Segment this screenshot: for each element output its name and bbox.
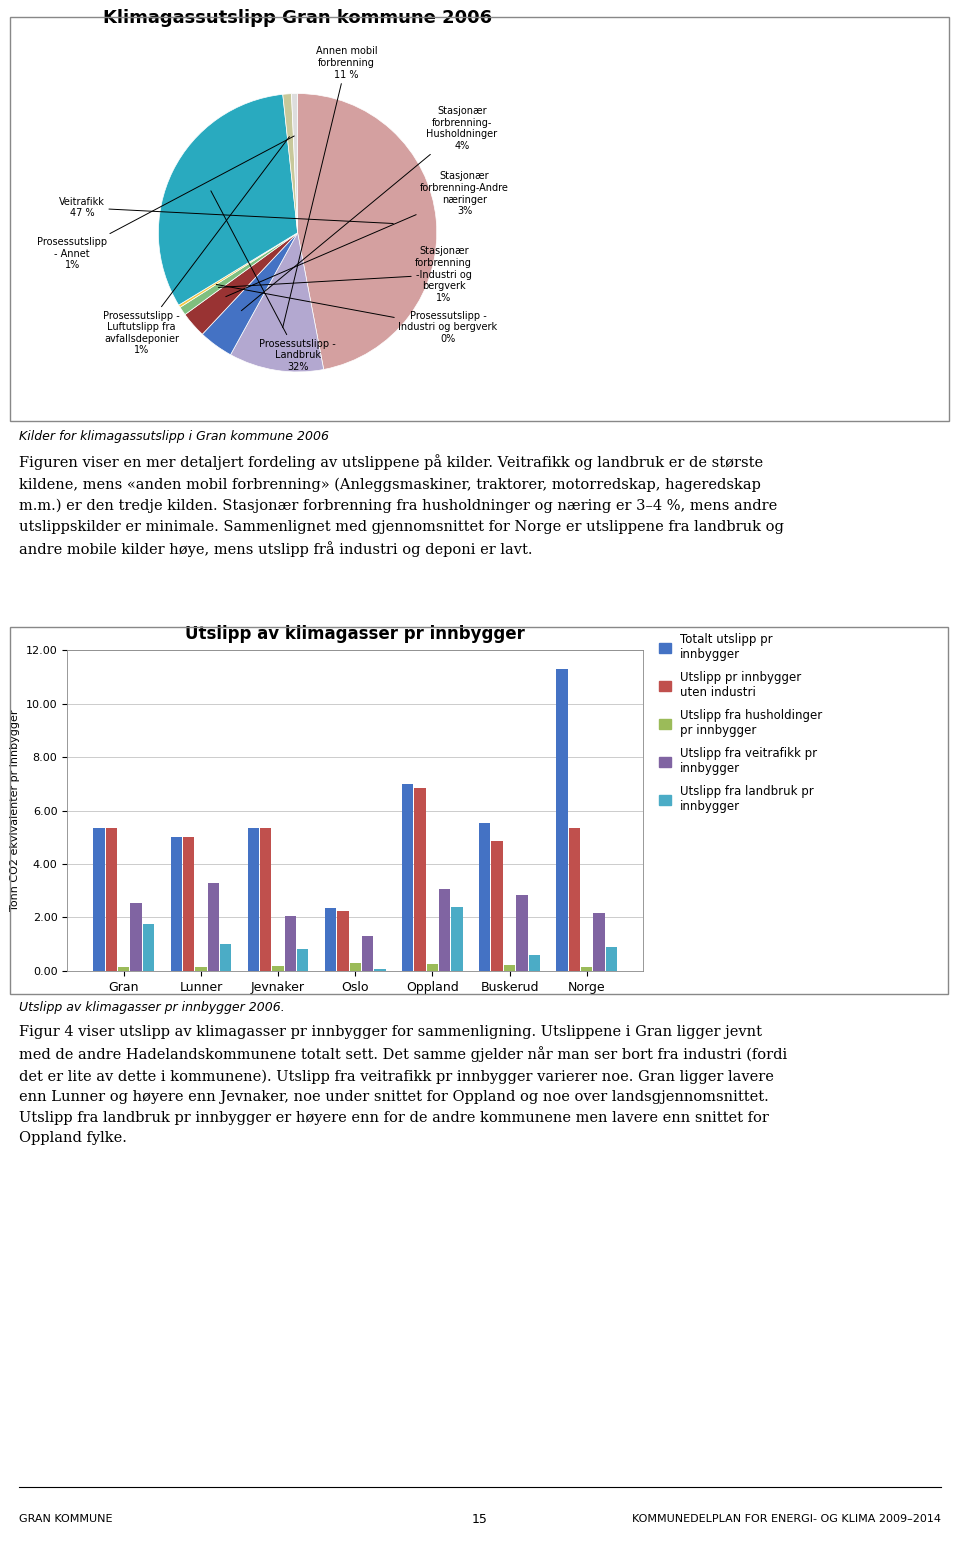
Bar [529, 955, 540, 971]
Bar [106, 828, 117, 971]
Bar [195, 966, 206, 971]
Wedge shape [298, 94, 437, 370]
Bar [324, 908, 336, 971]
Bar [415, 787, 425, 971]
Bar [93, 828, 105, 971]
Bar [606, 946, 617, 971]
Text: Figuren viser en mer detaljert fordeling av utslippene på kilder. Veitrafikk og : Figuren viser en mer detaljert fordeling… [19, 455, 784, 558]
Bar [568, 828, 580, 971]
Bar [362, 935, 373, 971]
Bar [492, 841, 503, 971]
Text: 15: 15 [472, 1513, 488, 1526]
Wedge shape [292, 94, 298, 233]
Bar [297, 949, 308, 971]
Text: Stasjonær
forbrenning-
Husholdninger
4%: Stasjonær forbrenning- Husholdninger 4% [241, 106, 497, 311]
Bar [439, 889, 450, 971]
Wedge shape [230, 233, 324, 371]
Text: Annen mobil
forbrenning
11 %: Annen mobil forbrenning 11 % [282, 46, 377, 328]
Text: Prosessutslipp -
Landbruk
32%: Prosessutslipp - Landbruk 32% [211, 191, 336, 371]
Text: Veitrafikk
47 %: Veitrafikk 47 % [59, 197, 394, 223]
Bar [171, 837, 181, 971]
Text: Stasjonær
forbrenning-Andre
næringer
3%: Stasjonær forbrenning-Andre næringer 3% [226, 171, 509, 296]
Wedge shape [203, 233, 298, 354]
Text: KOMMUNEDELPLAN FOR ENERGI- OG KLIMA 2009–2014: KOMMUNEDELPLAN FOR ENERGI- OG KLIMA 2009… [632, 1515, 941, 1524]
Title: Klimagassutslipp Gran kommune 2006: Klimagassutslipp Gran kommune 2006 [103, 9, 492, 26]
Bar [273, 966, 284, 971]
Bar [581, 966, 592, 971]
Bar [118, 966, 130, 971]
Bar [248, 828, 259, 971]
Bar [349, 963, 361, 971]
Bar [479, 823, 491, 971]
Bar [143, 925, 155, 971]
Bar [556, 669, 567, 971]
Bar [285, 915, 296, 971]
Bar [516, 895, 528, 971]
Wedge shape [179, 233, 298, 307]
Bar [260, 828, 272, 971]
Text: Kilder for klimagassutslipp i Gran kommune 2006: Kilder for klimagassutslipp i Gran kommu… [19, 430, 329, 442]
Text: Stasjonær
forbrenning
-Industri og
bergverk
1%: Stasjonær forbrenning -Industri og bergv… [218, 247, 472, 302]
Wedge shape [180, 233, 298, 314]
Bar [131, 903, 142, 971]
Y-axis label: Tonn CO2 ekvivalenter pr innbygger: Tonn CO2 ekvivalenter pr innbygger [11, 710, 20, 911]
Wedge shape [283, 94, 298, 233]
Text: Utslipp av klimagasser pr innbygger 2006.: Utslipp av klimagasser pr innbygger 2006… [19, 1000, 285, 1014]
Bar [220, 945, 231, 971]
Bar [337, 911, 348, 971]
Text: Prosessutslipp -
Luftutslipp fra
avfallsdeponier
1%: Prosessutslipp - Luftutslipp fra avfalls… [104, 137, 289, 356]
Bar [402, 784, 414, 971]
Bar [426, 965, 438, 971]
Bar [593, 914, 605, 971]
Title: Utslipp av klimagasser pr innbygger: Utslipp av klimagasser pr innbygger [185, 626, 525, 643]
Text: GRAN KOMMUNE: GRAN KOMMUNE [19, 1515, 112, 1524]
Text: Prosessutslipp -
Industri og bergverk
0%: Prosessutslipp - Industri og bergverk 0% [216, 285, 497, 344]
Text: Figur 4 viser utslipp av klimagasser pr innbygger for sammenligning. Utslippene : Figur 4 viser utslipp av klimagasser pr … [19, 1025, 787, 1145]
Legend: Totalt utslipp pr
innbygger, Utslipp pr innbygger
uten industri, Utslipp fra hus: Totalt utslipp pr innbygger, Utslipp pr … [659, 633, 822, 814]
Bar [182, 837, 194, 971]
Bar [207, 883, 219, 971]
Bar [451, 906, 463, 971]
Bar [504, 965, 516, 971]
Text: Prosessutslipp
- Annet
1%: Prosessutslipp - Annet 1% [37, 136, 294, 270]
Wedge shape [158, 94, 298, 305]
Wedge shape [185, 233, 298, 334]
